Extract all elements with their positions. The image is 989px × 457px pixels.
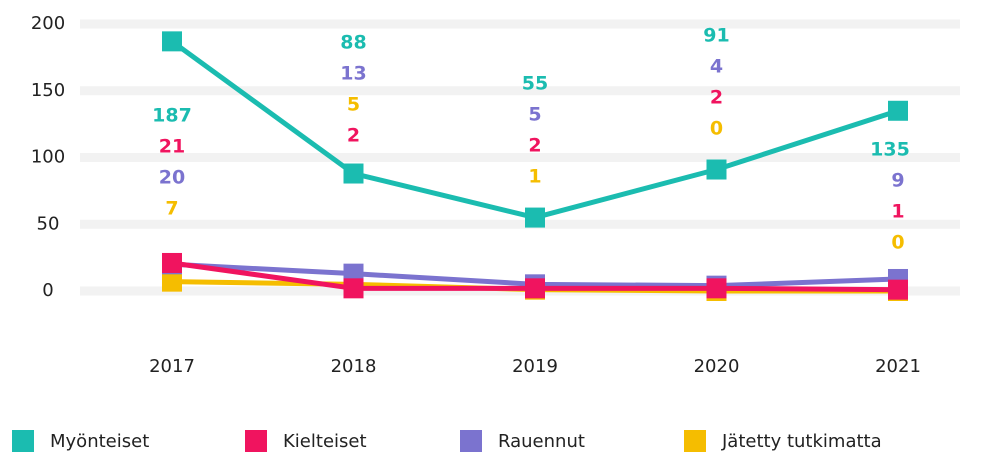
- marker: [706, 278, 727, 299]
- series-line: [170, 39, 899, 221]
- y-tick-label: 50: [37, 213, 60, 234]
- data-label: 5: [528, 104, 541, 126]
- data-label: 88: [340, 32, 366, 54]
- data-label: 13: [340, 63, 366, 85]
- data-label: 55: [522, 73, 548, 95]
- data-label: 21: [159, 136, 185, 158]
- data-label: 187: [152, 105, 192, 127]
- data-label: 9: [891, 170, 904, 192]
- marker: [525, 207, 545, 228]
- y-tick-label: 0: [42, 280, 53, 301]
- data-label: 91: [703, 25, 729, 47]
- x-tick-label: 2017: [149, 356, 195, 377]
- data-label: 0: [710, 118, 723, 140]
- data-label: 20: [159, 167, 185, 189]
- data-label: 7: [165, 198, 178, 220]
- data-label: 1: [528, 166, 541, 188]
- legend-label: Kielteiset: [283, 431, 367, 452]
- y-tick-label: 150: [31, 80, 65, 101]
- data-label: 2: [528, 135, 541, 157]
- data-label: 0: [891, 232, 904, 254]
- data-label: 2: [710, 87, 723, 109]
- y-tick-label: 100: [31, 147, 65, 168]
- x-tick-label: 2019: [512, 356, 558, 377]
- marker: [162, 252, 182, 273]
- legend-label: Jätetty tutkimatta: [721, 431, 882, 452]
- marker: [706, 159, 727, 180]
- legend-swatch: [460, 430, 482, 452]
- marker: [162, 271, 182, 292]
- legend-swatch: [245, 430, 267, 452]
- data-label: 4: [710, 56, 723, 78]
- marker: [525, 278, 545, 299]
- x-tick-label: 2018: [331, 356, 377, 377]
- marker: [888, 100, 908, 121]
- data-label: 2: [347, 125, 360, 147]
- legend-swatch: [684, 430, 706, 452]
- marker: [162, 31, 182, 52]
- marker: [343, 163, 364, 184]
- x-tick-label: 2020: [694, 356, 740, 377]
- marker: [343, 278, 364, 299]
- legend-label: Rauennut: [498, 431, 585, 452]
- y-tick-label: 200: [31, 13, 65, 34]
- data-label: 1: [891, 201, 904, 223]
- legend-swatch: [12, 430, 34, 452]
- legend-label: Myönteiset: [50, 431, 149, 452]
- data-label: 5: [347, 94, 360, 116]
- marker: [888, 279, 908, 300]
- data-label: 135: [870, 139, 910, 161]
- x-tick-label: 2021: [875, 356, 921, 377]
